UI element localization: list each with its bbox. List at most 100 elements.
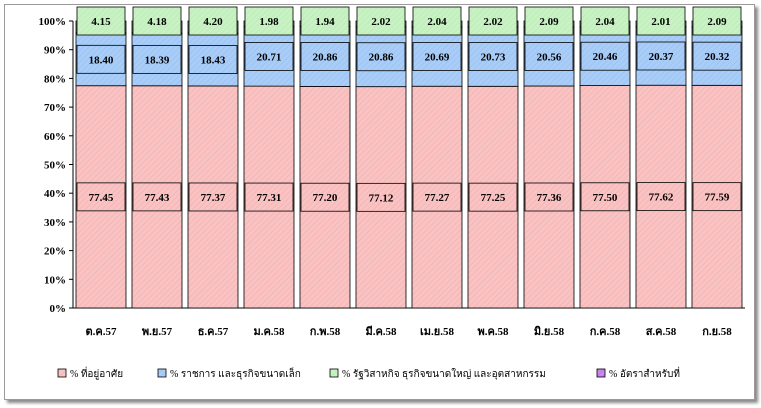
data-label: 2.09 [539, 16, 559, 28]
data-label-box [580, 182, 630, 212]
legend-label: % ที่อยู่อาศัย [70, 366, 123, 380]
data-label: 20.73 [481, 52, 506, 64]
data-label: 2.04 [427, 16, 447, 28]
data-label-box [636, 6, 686, 36]
data-label: 77.20 [313, 192, 338, 204]
data-label: 77.45 [89, 192, 114, 204]
data-label-box [244, 6, 294, 36]
data-label: 2.09 [707, 16, 727, 28]
data-label-box [412, 6, 462, 36]
data-label: 20.46 [593, 51, 618, 63]
data-label-box [468, 182, 518, 212]
legend-label: % อัตราสำหรับที่ [609, 366, 680, 380]
y-tick-label: 100% [39, 16, 67, 28]
data-label: 20.86 [313, 52, 338, 64]
x-tick-label: ม.ค.58 [253, 326, 285, 338]
y-tick-label: 10% [44, 274, 66, 286]
y-tick-label: 70% [44, 102, 66, 114]
y-tick-label: 30% [44, 217, 66, 229]
data-label: 18.39 [145, 54, 170, 66]
data-label-box [636, 182, 686, 212]
data-label-box [692, 6, 742, 36]
y-tick-label: 80% [44, 73, 66, 85]
legend-label: % รัฐวิสาหกิจ ธุรกิจขนาดใหญ่ และอุตสาหกร… [342, 368, 546, 380]
data-label: 77.43 [145, 192, 170, 204]
data-label-box [300, 6, 350, 36]
x-tick-label: มี.ค.58 [365, 325, 397, 338]
data-label-box [356, 42, 406, 72]
data-label: 77.27 [425, 192, 450, 204]
legend-swatch [57, 368, 67, 378]
data-label-box [524, 182, 574, 212]
data-label: 77.62 [649, 192, 674, 204]
data-label-box [356, 182, 406, 212]
data-label: 2.02 [371, 16, 391, 28]
data-label: 4.18 [147, 16, 167, 28]
x-tick-label: พ.ค.58 [477, 326, 509, 338]
data-label-box [188, 182, 238, 212]
data-label-box [468, 6, 518, 36]
data-label: 2.01 [651, 16, 670, 28]
data-label: 77.25 [481, 192, 506, 204]
data-label: 77.12 [369, 192, 394, 204]
data-label-box [692, 41, 742, 71]
legend-label: % ราชการ และธุรกิจขนาดเล็ก [170, 366, 301, 380]
data-label: 20.37 [649, 51, 674, 63]
data-label-box [524, 42, 574, 71]
y-tick-label: 90% [44, 45, 66, 57]
legend-swatch [596, 368, 606, 378]
data-label-box [76, 6, 126, 36]
data-label-box [76, 44, 126, 74]
data-label: 18.40 [89, 54, 114, 66]
data-label: 4.15 [91, 16, 111, 28]
data-label-box [412, 42, 462, 71]
data-label: 77.36 [537, 192, 562, 204]
data-label: 20.56 [537, 51, 562, 63]
data-label: 1.98 [259, 16, 279, 28]
x-tick-label: ก.ย.58 [702, 326, 732, 338]
y-tick-label: 40% [44, 188, 66, 200]
data-label-box [468, 42, 518, 71]
data-label-box [580, 41, 630, 71]
data-label: 77.31 [257, 192, 282, 204]
y-tick-label: 20% [44, 246, 66, 258]
x-tick-label: ต.ค.57 [85, 326, 117, 338]
data-label: 2.02 [483, 16, 503, 28]
data-label-box [244, 42, 294, 71]
x-tick-label: ส.ค.58 [646, 326, 677, 338]
data-label-box [524, 6, 574, 36]
data-label: 20.71 [257, 51, 282, 63]
data-label-box [636, 41, 686, 71]
data-label-box [580, 6, 630, 36]
data-label: 1.94 [315, 16, 335, 28]
legend-swatch [329, 368, 339, 378]
x-tick-label: มิ.ย.58 [534, 325, 565, 338]
data-label-box [412, 182, 462, 212]
data-label: 20.69 [425, 52, 450, 64]
data-label: 77.59 [705, 192, 730, 204]
x-tick-label: พ.ย.57 [142, 326, 173, 338]
data-label-box [300, 182, 350, 212]
data-label-box [244, 182, 294, 212]
data-label-box [132, 44, 182, 74]
data-label-box [188, 6, 238, 36]
y-tick-label: 60% [44, 131, 66, 143]
x-tick-label: เม.ย.58 [420, 326, 454, 338]
data-label: 2.04 [595, 16, 615, 28]
data-label-box [132, 182, 182, 212]
x-tick-label: ธ.ค.57 [198, 326, 229, 338]
data-label-box [188, 45, 238, 74]
x-tick-label: ก.ค.58 [590, 326, 621, 338]
data-label-box [692, 182, 742, 212]
data-label-box [356, 6, 406, 36]
data-label: 77.37 [201, 192, 226, 204]
data-label-box [132, 6, 182, 36]
data-label: 18.43 [201, 55, 226, 67]
x-tick-label: ก.พ.58 [310, 326, 341, 338]
y-tick-label: 50% [44, 160, 66, 172]
data-label: 4.20 [203, 16, 223, 28]
data-label-box [76, 182, 126, 212]
data-label: 77.50 [593, 192, 618, 204]
data-label-box [300, 42, 350, 71]
